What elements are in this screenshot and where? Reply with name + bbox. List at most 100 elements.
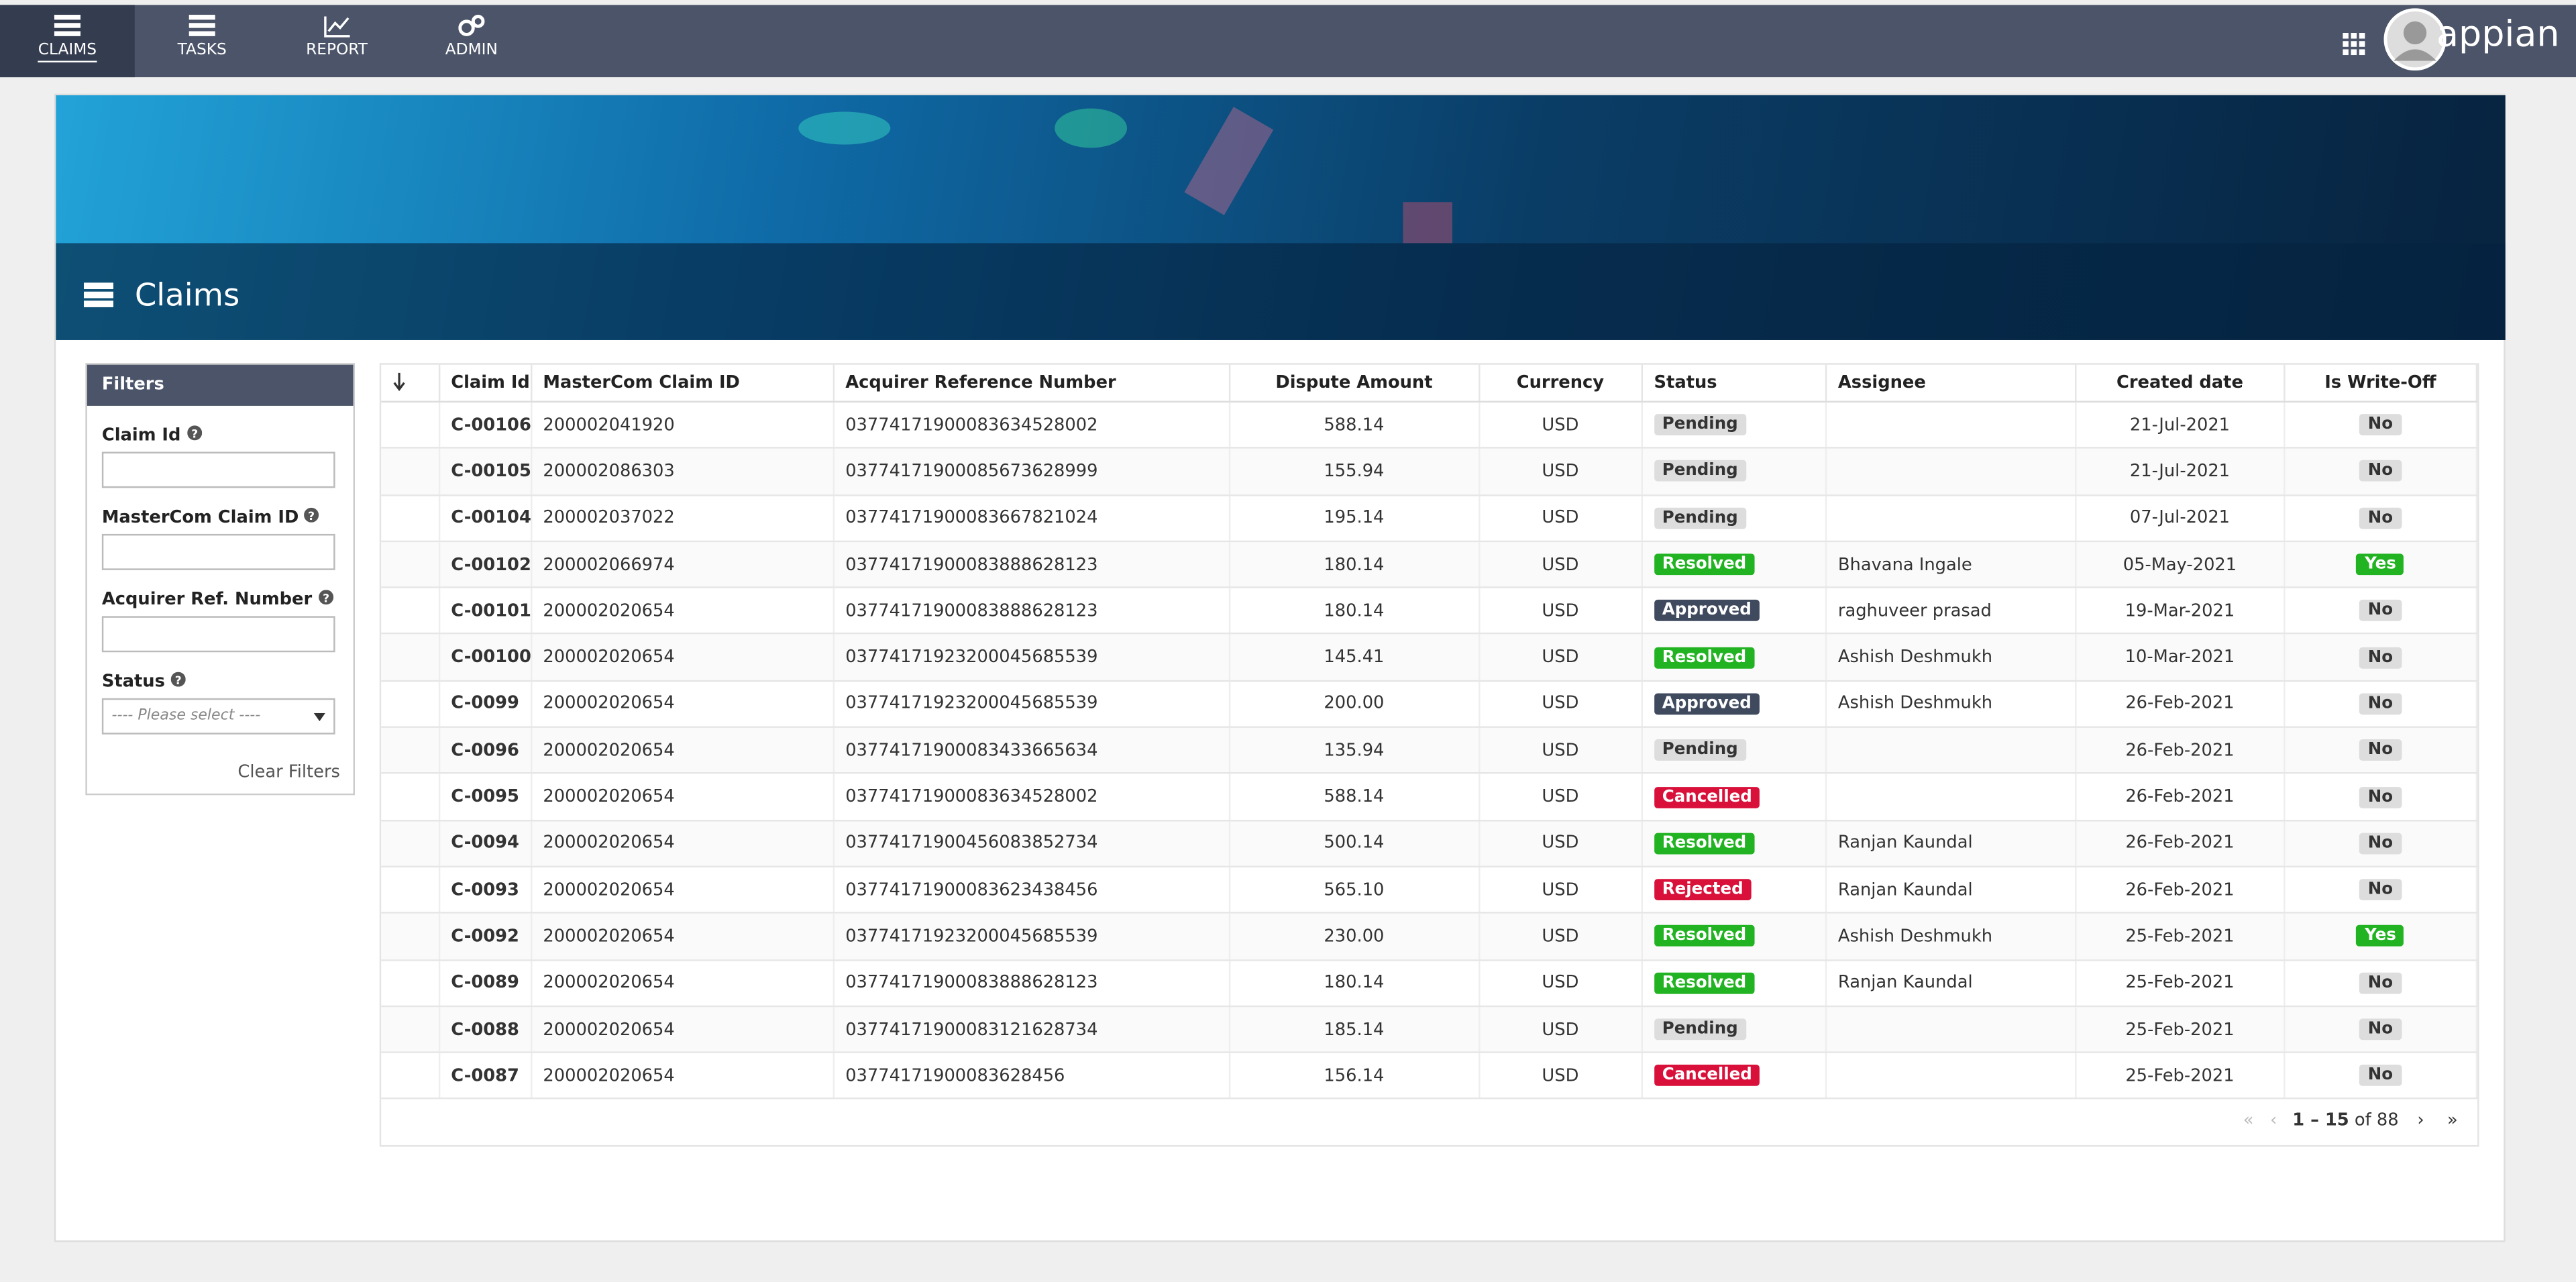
nav-label: ADMIN (445, 41, 498, 60)
row-spacer (381, 866, 440, 914)
page-range: 1 – 15 (2292, 1110, 2349, 1130)
row-spacer (381, 587, 440, 635)
help-icon[interactable]: ? (318, 590, 333, 606)
table-row[interactable]: C-00101 200002020654 037741719000838886281… (381, 587, 2478, 635)
status-tag: Resolved (1654, 646, 1755, 668)
page-title: Claims (134, 277, 240, 314)
first-page[interactable]: « (2243, 1110, 2254, 1130)
cell: 195.14 (1229, 494, 1480, 542)
table-row[interactable]: C-0088 200002020654 0377417190008312162873… (381, 1006, 2478, 1054)
last-page[interactable]: » (2447, 1110, 2458, 1130)
cell: 200002020654 (531, 959, 835, 1007)
cell: Resolved (1642, 541, 1827, 589)
status-tag: Rejected (1654, 879, 1752, 901)
banner-art (798, 107, 1452, 244)
row-spacer (381, 634, 440, 682)
help-icon[interactable]: ? (186, 425, 202, 441)
row-spacer (381, 913, 440, 961)
column-header[interactable]: Status (1642, 364, 1827, 403)
clear-filters[interactable]: Clear Filters (237, 762, 340, 782)
cell: Approved (1642, 680, 1827, 729)
svg-text:?: ? (191, 428, 197, 441)
nav-item[interactable]: TASKS (135, 5, 270, 77)
cell: 19-Mar-2021 (2075, 587, 2286, 635)
writeoff-tag: No (2359, 460, 2402, 482)
sort-col[interactable] (381, 364, 440, 403)
table-row[interactable]: C-0093 200002020654 0377417190008362343845… (381, 866, 2478, 914)
cell: USD (1479, 541, 1643, 589)
claims-icon (83, 282, 113, 307)
table-row[interactable]: C-00102 200002066974 037741719000838886281… (381, 541, 2478, 589)
table-row[interactable]: C-0089 200002020654 0377417190008388862812… (381, 959, 2478, 1007)
cell: No (2284, 820, 2478, 868)
nav-label: REPORT (306, 41, 368, 60)
table-row[interactable]: C-00100 200002020654 037741719232000456855… (381, 634, 2478, 682)
filter-input[interactable] (101, 616, 335, 653)
column-header[interactable]: Is Write-Off (2284, 364, 2478, 403)
cell: C-0094 (438, 820, 532, 868)
table-row[interactable]: C-0096 200002020654 0377417190008343366563… (381, 727, 2478, 775)
cell: 200002020654 (531, 913, 835, 961)
cell: 25-Feb-2021 (2075, 913, 2286, 961)
help-icon[interactable]: ? (170, 672, 186, 688)
help-icon[interactable]: ? (305, 507, 320, 523)
column-header[interactable]: Created date (2075, 364, 2286, 403)
pagination: « ‹ 1 – 15 of 88 › » (2243, 1111, 2458, 1130)
table-row[interactable]: C-00104 200002037022 037741719000836678210… (381, 494, 2478, 542)
status-tag: Pending (1654, 460, 1746, 482)
cell: C-0088 (438, 1006, 532, 1054)
table-row[interactable]: C-00106 200002041920 037741719000836345280… (381, 401, 2478, 449)
column-header[interactable]: Assignee (1825, 364, 2077, 403)
cell: Ranjan Kaundal (1825, 820, 2077, 868)
apps-icon[interactable] (2343, 32, 2365, 56)
cell: 05-May-2021 (2075, 541, 2286, 589)
title-bar: Claims (56, 243, 2506, 340)
svg-text:?: ? (322, 592, 329, 605)
cell: Yes (2284, 541, 2478, 589)
cell: 25-Feb-2021 (2075, 959, 2286, 1007)
table-row[interactable]: C-0095 200002020654 0377417190008363452800… (381, 773, 2478, 821)
column-header[interactable]: MasterCom Claim ID (531, 364, 835, 403)
cell: No (2284, 727, 2478, 775)
table-row[interactable]: C-0094 200002020654 0377417190045608385273… (381, 820, 2478, 868)
table-row[interactable]: C-0092 200002020654 0377417192320004568553… (381, 913, 2478, 961)
cell: C-00100 (438, 634, 532, 682)
column-header[interactable]: Dispute Amount (1229, 364, 1480, 403)
column-header[interactable]: Currency (1479, 364, 1643, 403)
cell: Bhavana Ingale (1825, 541, 2077, 589)
table-row[interactable]: C-0099 200002020654 0377417192320004568553… (381, 680, 2478, 729)
svg-text:?: ? (309, 510, 315, 523)
next-page[interactable]: › (2417, 1110, 2424, 1130)
cell: Yes (2284, 913, 2478, 961)
table-row[interactable]: C-00105 200002086303 037741719000856736289… (381, 448, 2478, 496)
prev-page[interactable]: ‹ (2270, 1110, 2277, 1130)
status-select[interactable]: ---- Please select ---- (101, 698, 335, 735)
cell (1825, 448, 2077, 496)
cell: 185.14 (1229, 1006, 1480, 1054)
status-tag: Resolved (1654, 972, 1755, 994)
sort-icon (393, 372, 405, 390)
cell (1825, 773, 2077, 821)
column-header[interactable]: Acquirer Reference Number (833, 364, 1230, 403)
avatar[interactable] (2383, 8, 2447, 71)
status-tag: Resolved (1654, 553, 1755, 576)
cell: C-0095 (438, 773, 532, 821)
cell: C-0089 (438, 959, 532, 1007)
nav-label: CLAIMS (38, 41, 97, 63)
filter-input[interactable] (101, 451, 335, 488)
filter-input[interactable] (101, 533, 335, 570)
cell: 03774171900083888628123 (833, 541, 1230, 589)
column-header[interactable]: Claim Id (438, 364, 532, 403)
top-nav: CLAIMS TASKS REPORT ADMIN appian (0, 5, 2576, 78)
nav-item[interactable]: CLAIMS (0, 5, 135, 78)
table-body: C-00106 200002041920 037741719000836345280… (381, 401, 2478, 1100)
cell (1825, 1052, 2077, 1100)
status-tag: Pending (1654, 414, 1746, 436)
nav-item[interactable]: ADMIN (404, 5, 539, 77)
writeoff-tag: No (2359, 786, 2402, 808)
cell: 200002037022 (531, 494, 835, 542)
status-tag: Resolved (1654, 925, 1755, 947)
table-row[interactable]: C-0087 200002020654 03774171900083628456 15… (381, 1052, 2478, 1100)
cell: raghuveer prasad (1825, 587, 2077, 635)
nav-item[interactable]: REPORT (270, 5, 405, 77)
